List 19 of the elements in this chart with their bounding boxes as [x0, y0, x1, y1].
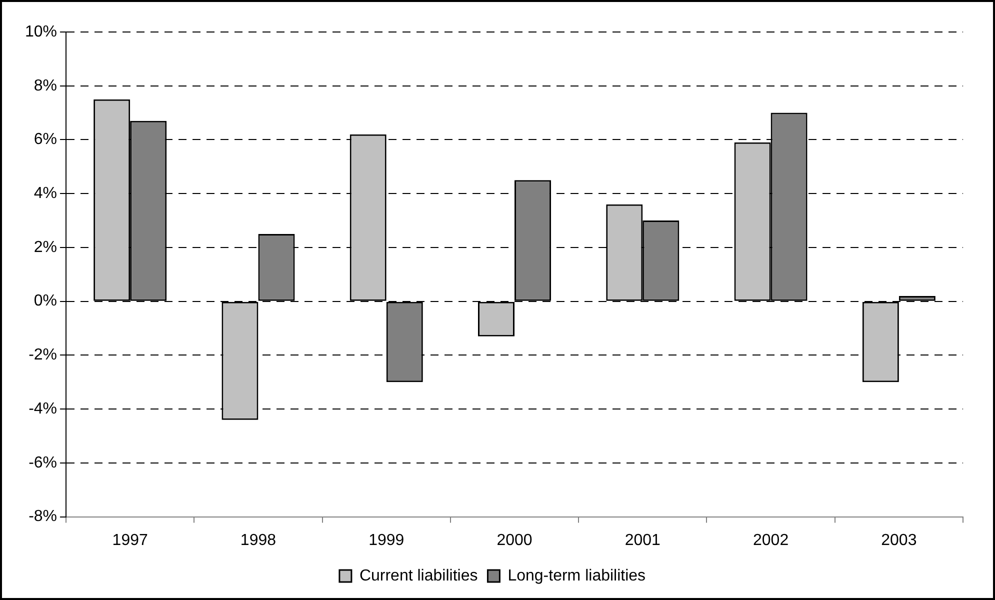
y-tick-label: -8% [28, 508, 58, 526]
y-tick-label: -6% [28, 454, 58, 472]
x-tick-label: 2003 [881, 532, 917, 549]
x-tick-label: 2001 [624, 532, 661, 549]
y-tick-label: 2% [34, 238, 58, 256]
legend-label: Current liabilities [359, 567, 478, 584]
y-tick-label: -4% [28, 400, 58, 418]
x-tick-label: 2002 [752, 532, 789, 549]
y-tick-label: 4% [34, 185, 58, 202]
x-tick-label: 1998 [240, 532, 276, 549]
y-tick-label: -2% [28, 346, 58, 364]
x-tick-label: 2000 [496, 532, 532, 549]
x-tick-label: 1997 [112, 532, 148, 549]
y-tick-label: 6% [34, 131, 58, 148]
legend-label: Long-term liabilities [508, 567, 646, 584]
x-tick-label: 1999 [368, 532, 404, 549]
y-tick-label: 10% [24, 23, 58, 40]
y-tick-label: 0% [34, 292, 58, 310]
y-tick-label: 8% [34, 77, 58, 94]
